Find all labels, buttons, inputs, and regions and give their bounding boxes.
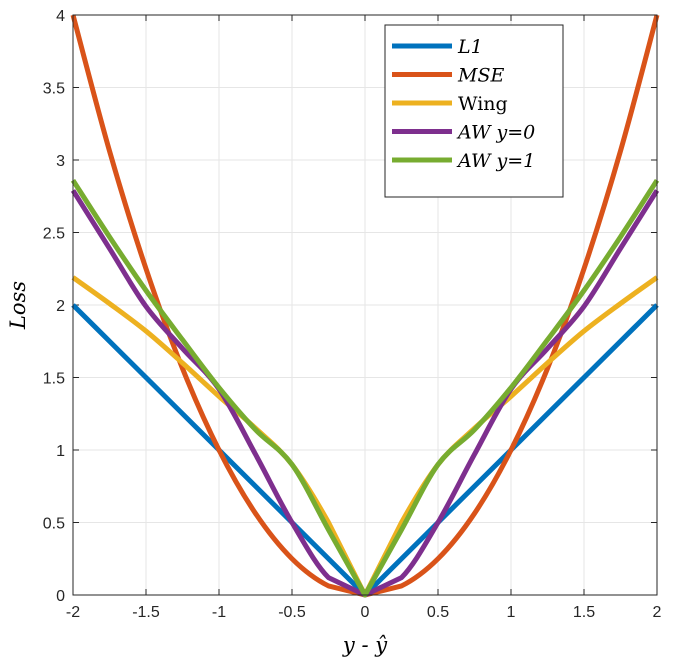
legend-label: MSE: [457, 65, 504, 87]
x-tick-label: 1.5: [573, 604, 595, 621]
y-axis-label: Loss: [6, 281, 30, 330]
x-tick-labels: -2 -1.5 -1 -0.5 0 0.5 1 1.5 2: [66, 604, 662, 621]
x-tick-label: 0.5: [427, 604, 449, 621]
y-tick-label: 0: [56, 588, 65, 605]
y-tick-label: 3.5: [43, 81, 65, 98]
x-tick-label: 0: [361, 604, 370, 621]
y-tick-label: 0.5: [43, 516, 65, 533]
x-axis-label: y - ŷ: [342, 633, 388, 657]
legend: L1 MSE Wing AW y=0 AW y=1: [384, 24, 564, 198]
x-tick-label: -1: [212, 604, 226, 621]
y-tick-labels: 0 0.5 1 1.5 2 2.5 3 3.5 4: [43, 8, 65, 605]
y-tick-label: 4: [56, 8, 65, 25]
x-tick-label: -1.5: [132, 604, 160, 621]
y-tick-label: 3: [56, 153, 65, 170]
x-tick-label: -0.5: [278, 604, 306, 621]
legend-box: [384, 24, 564, 198]
x-tick-label: 2: [653, 604, 662, 621]
legend-label: AW y=1: [456, 150, 535, 172]
legend-label: Wing: [458, 93, 508, 115]
legend-label: L1: [457, 36, 483, 58]
y-tick-label: 1: [56, 443, 65, 460]
legend-label: AW y=0: [456, 122, 535, 144]
y-tick-label: 2: [56, 298, 65, 315]
y-tick-label: 1.5: [43, 371, 65, 388]
plot-frame: [72, 14, 658, 596]
x-tick-label: 1: [507, 604, 516, 621]
y-tick-label: 2.5: [43, 226, 65, 243]
x-tick-label: -2: [66, 604, 80, 621]
